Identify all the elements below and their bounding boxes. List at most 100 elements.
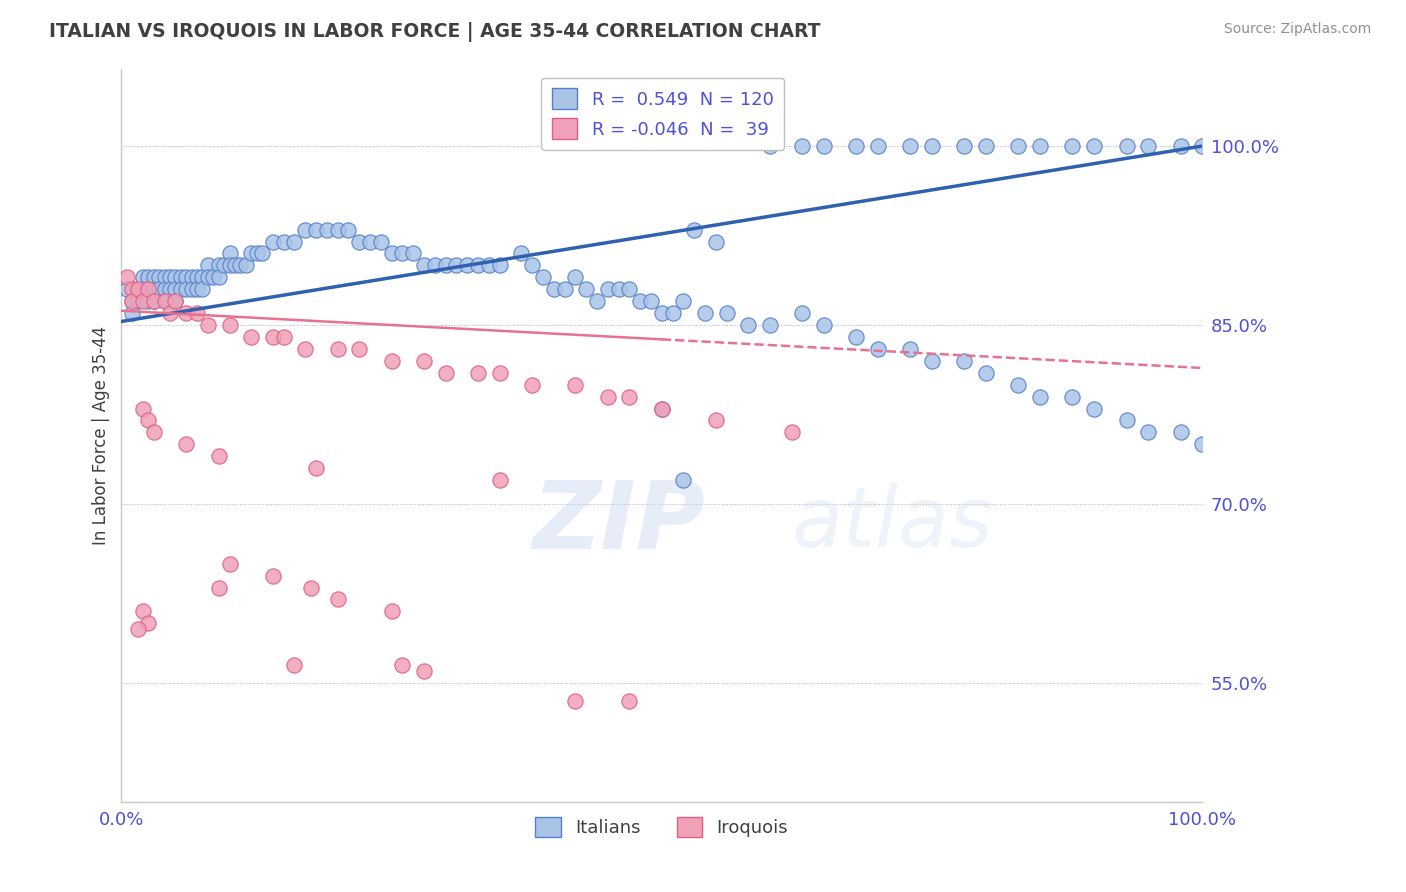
Point (165, 270, 187, 285)
Point (142, 425, 165, 440)
Point (186, 306, 208, 320)
Point (191, 282, 214, 296)
Point (564, 270, 586, 285)
Point (218, 318, 240, 332)
Point (305, 461, 328, 475)
Point (1115, 413, 1137, 427)
Point (294, 222, 316, 236)
Point (1007, 139, 1029, 153)
Point (153, 294, 176, 309)
Point (235, 259, 257, 273)
Point (197, 259, 219, 273)
Point (170, 282, 193, 296)
Point (347, 235, 370, 249)
Point (564, 377, 586, 392)
Point (488, 473, 510, 487)
Point (1007, 377, 1029, 392)
Point (170, 270, 193, 285)
Point (132, 270, 155, 285)
Point (780, 425, 803, 440)
Point (240, 246, 263, 260)
Point (413, 354, 436, 368)
Point (127, 622, 149, 636)
Point (347, 342, 370, 356)
Point (1191, 139, 1213, 153)
Point (596, 390, 619, 404)
Point (208, 581, 231, 595)
Point (138, 270, 160, 285)
Point (423, 259, 446, 273)
Point (434, 259, 457, 273)
Point (759, 139, 782, 153)
Point (596, 282, 619, 296)
Point (543, 282, 565, 296)
Point (159, 306, 181, 320)
Point (628, 294, 651, 309)
Point (127, 294, 149, 309)
Point (413, 664, 436, 678)
Point (661, 306, 683, 320)
Point (1083, 401, 1105, 416)
Point (262, 235, 284, 249)
Point (180, 270, 202, 285)
Point (197, 270, 219, 285)
Point (127, 282, 149, 296)
Point (402, 246, 425, 260)
Point (381, 604, 404, 618)
Point (866, 139, 889, 153)
Point (813, 139, 835, 153)
Point (121, 294, 143, 309)
Point (121, 294, 143, 309)
Point (370, 235, 392, 249)
Point (159, 282, 181, 296)
Point (651, 401, 673, 416)
Point (1029, 139, 1052, 153)
Point (586, 294, 609, 309)
Point (229, 259, 252, 273)
Point (467, 259, 489, 273)
Point (974, 139, 997, 153)
Point (1170, 139, 1192, 153)
Point (391, 658, 413, 673)
Legend: Italians, Iroquois: Italians, Iroquois (529, 809, 796, 845)
Point (792, 139, 814, 153)
Point (845, 330, 868, 344)
Point (575, 282, 598, 296)
Point (921, 354, 943, 368)
Point (672, 294, 695, 309)
Point (273, 330, 295, 344)
Point (174, 437, 197, 451)
Point (138, 616, 160, 631)
Point (127, 282, 149, 296)
Point (866, 342, 889, 356)
Point (554, 282, 576, 296)
Point (153, 294, 176, 309)
Point (900, 342, 922, 356)
Point (683, 222, 706, 236)
Text: ITALIAN VS IROQUOIS IN LABOR FORCE | AGE 35-44 CORRELATION CHART: ITALIAN VS IROQUOIS IN LABOR FORCE | AGE… (49, 22, 821, 42)
Point (305, 222, 328, 236)
Point (138, 413, 160, 427)
Point (165, 282, 187, 296)
Text: ZIP: ZIP (531, 477, 704, 569)
Point (138, 294, 160, 309)
Point (520, 377, 543, 392)
Point (132, 604, 155, 618)
Point (1062, 390, 1084, 404)
Point (693, 306, 716, 320)
Point (640, 294, 662, 309)
Point (467, 366, 489, 380)
Point (1029, 390, 1052, 404)
Point (1137, 139, 1160, 153)
Point (273, 235, 295, 249)
Point (245, 246, 267, 260)
Point (672, 473, 695, 487)
Point (488, 259, 510, 273)
Point (165, 294, 187, 309)
Point (974, 366, 997, 380)
Point (337, 222, 360, 236)
Point (381, 354, 404, 368)
Point (456, 259, 478, 273)
Point (607, 282, 630, 296)
Point (953, 139, 976, 153)
